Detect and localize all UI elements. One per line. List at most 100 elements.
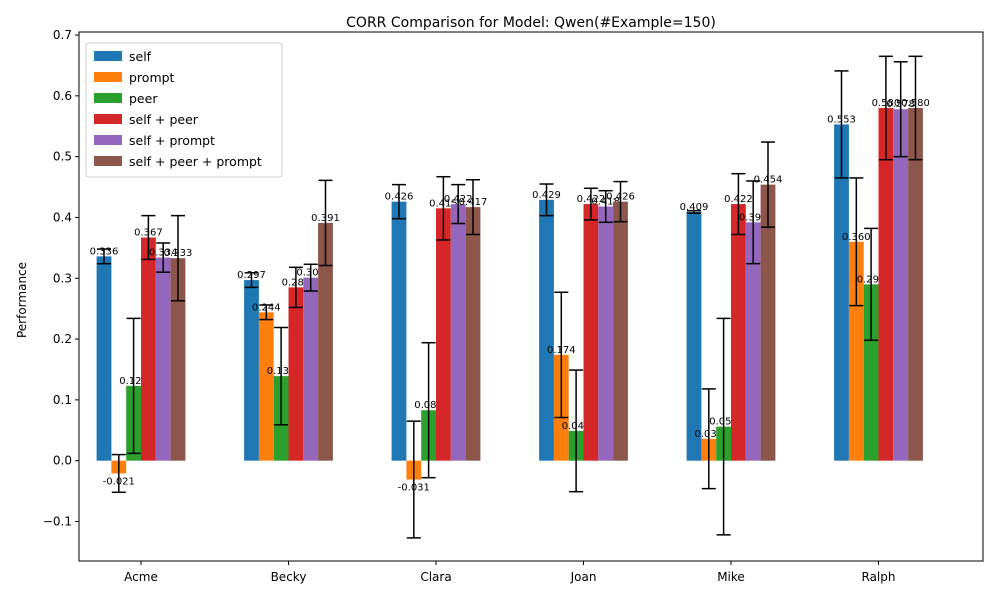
error-bar-0-4: [687, 210, 701, 214]
error-bar-1-0: [111, 453, 126, 494]
y-tick-label-8: 0.7: [53, 28, 72, 42]
error-bar-4-5: [893, 61, 908, 158]
error-bar-1-4: [701, 388, 716, 490]
legend-label-1: prompt: [129, 70, 175, 85]
error-bar-5-0: [171, 214, 185, 302]
x-tick-label-1: Becky: [271, 570, 307, 584]
bar-0-4: [686, 211, 702, 461]
error-bar-2-4: [716, 317, 731, 536]
legend-swatch-2: [94, 93, 122, 103]
error-bar-0-0: [97, 248, 111, 265]
error-bar-0-5: [834, 70, 849, 179]
legend-label-5: self + peer + prompt: [129, 154, 262, 169]
bar-4-3: [598, 206, 614, 461]
bar-5-3: [613, 201, 628, 461]
data-label-3-1: 0.285: [282, 277, 311, 288]
bar-0-1: [244, 280, 259, 461]
x-tick-label-2: Clara: [420, 570, 451, 584]
legend-swatch-1: [94, 72, 122, 82]
x-tick-label-0: Acme: [124, 570, 158, 584]
bar-5-0: [170, 258, 186, 461]
data-label-1-5: 0.360: [842, 232, 871, 243]
data-label-2-1: 0.139: [267, 366, 296, 377]
data-label-1-1: 0.244: [252, 302, 281, 313]
data-label-2-3: 0.049: [562, 421, 591, 432]
data-label-0-2: 0.426: [385, 192, 414, 203]
axes-frame: [78, 31, 984, 562]
bar-3-5: [878, 108, 894, 461]
data-label-0-5: 0.553: [827, 114, 856, 125]
error-bar-5-4: [761, 141, 775, 228]
data-label-4-4: 0.392: [739, 212, 768, 223]
error-bar-4-0: [156, 242, 171, 273]
error-bar-0-1: [244, 272, 259, 289]
error-bar-2-1: [274, 326, 289, 426]
legend: self prompt peer self + peer self + prompt se…: [85, 42, 283, 178]
error-bar-4-1: [303, 263, 318, 292]
error-bar-5-3: [613, 180, 628, 223]
legend-label-2: peer: [129, 91, 158, 106]
data-label-1-3: 0.174: [547, 345, 576, 356]
error-bar-3-5: [878, 55, 893, 161]
legend-swatch-3: [94, 114, 122, 124]
data-label-5-2: 0.417: [459, 197, 488, 208]
data-label-5-4: 0.454: [754, 175, 783, 186]
data-label-1-2: -0.031: [398, 483, 430, 494]
data-label-2-0: 0.123: [119, 376, 148, 387]
data-label-4-1: 0.301: [296, 268, 325, 279]
x-tick-label-3: Joan: [570, 570, 597, 584]
bar-5-1: [318, 222, 333, 461]
error-bar-5-2: [466, 179, 480, 236]
x-tick-label-5: Ralph: [862, 570, 896, 584]
error-bar-3-2: [436, 175, 451, 241]
legend-box: [85, 42, 283, 178]
legend-swatch-5: [94, 156, 122, 166]
data-label-4-2: 0.422: [444, 194, 473, 205]
y-tick-label-5: 0.4: [53, 210, 72, 224]
legend-label-3: self + peer: [129, 112, 199, 127]
error-bar-4-4: [746, 180, 761, 265]
chart-title: CORR Comparison for Model: Qwen(#Example…: [346, 15, 716, 31]
data-label-2-4: 0.056: [709, 417, 738, 428]
bar-3-2: [436, 208, 451, 461]
bar-3-1: [288, 287, 304, 461]
error-bar-4-3: [598, 189, 613, 224]
y-tick-label-3: 0.2: [53, 332, 72, 346]
error-bar-0-2: [392, 183, 406, 220]
bar-4-4: [745, 222, 761, 461]
bar-5-2: [465, 207, 481, 461]
data-label-5-0: 0.333: [164, 248, 193, 259]
error-bar-1-5: [849, 177, 864, 307]
data-label-4-5: 0.578: [886, 99, 915, 110]
y-tick-label-4: 0.3: [53, 271, 72, 285]
bar-3-0: [141, 237, 156, 461]
y-axis-title: Performance: [15, 262, 29, 338]
bar-3-3: [583, 204, 599, 461]
error-bar-5-1: [318, 179, 333, 267]
error-bar-3-1: [288, 266, 303, 309]
error-bar-0-3: [539, 183, 554, 217]
y-tick-label-2: 0.1: [53, 393, 72, 407]
data-label-4-0: 0.334: [149, 248, 178, 259]
data-label-0-0: 0.336: [90, 246, 119, 257]
bar-0-2: [391, 201, 407, 461]
y-tick-label-1: 0.0: [53, 454, 72, 468]
bar-4-5: [893, 109, 909, 461]
data-label-2-5: 0.290: [857, 274, 886, 285]
data-label-5-5: 0.580: [901, 98, 930, 109]
y-tick-label-7: 0.6: [53, 89, 72, 103]
error-bar-3-0: [141, 214, 156, 261]
data-label-0-1: 0.297: [237, 270, 266, 281]
data-label-5-1: 0.391: [311, 213, 340, 224]
error-bar-3-3: [583, 187, 598, 221]
bar-0-5: [834, 124, 849, 461]
data-label-3-4: 0.422: [724, 194, 753, 205]
error-bar-1-1: [259, 304, 274, 321]
bar-4-0: [155, 257, 171, 461]
data-label-0-3: 0.429: [532, 190, 561, 201]
error-bar-2-0: [126, 317, 141, 455]
x-tick-label-4: Mike: [717, 570, 745, 584]
data-label-0-4: 0.409: [680, 202, 709, 213]
